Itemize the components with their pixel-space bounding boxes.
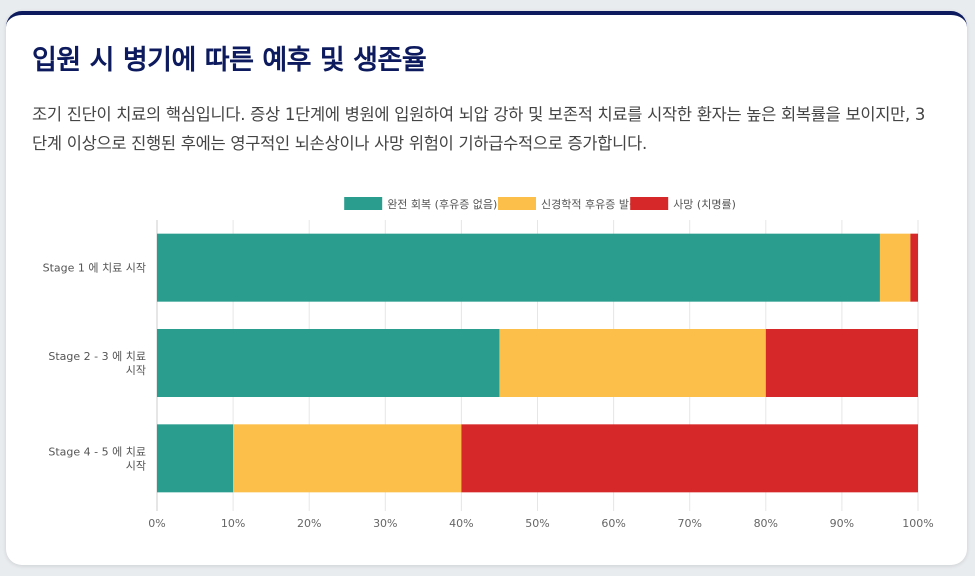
x-tick-label: 0% bbox=[148, 517, 165, 530]
x-tick-label: 100% bbox=[902, 517, 933, 530]
x-tick-label: 70% bbox=[677, 517, 701, 530]
bar-segment bbox=[157, 329, 499, 397]
legend-label: 신경학적 후유증 발생 bbox=[541, 198, 639, 211]
bar-segment bbox=[910, 234, 918, 302]
legend-label: 사망 (치명률) bbox=[673, 198, 736, 211]
stacked-bar-chart: 0% 10% 20% 30% 40% 50% 60% 70% 80% 90% 100% Stage 1… bbox=[0, 0, 975, 576]
legend-label: 완전 회복 (후유증 없음) bbox=[387, 198, 497, 211]
x-tick-label: 90% bbox=[830, 517, 854, 530]
x-tick-label: 80% bbox=[754, 517, 778, 530]
x-tick-label: 10% bbox=[221, 517, 245, 530]
x-tick-label: 50% bbox=[525, 517, 549, 530]
x-tick-label: 60% bbox=[601, 517, 625, 530]
bar-segment bbox=[880, 234, 910, 302]
bar-segment bbox=[157, 234, 880, 302]
legend-swatch bbox=[498, 197, 536, 210]
category-label: Stage 2 - 3 에 치료 bbox=[48, 350, 146, 363]
x-tick-label: 40% bbox=[449, 517, 473, 530]
legend-swatch bbox=[344, 197, 382, 210]
bar-segment bbox=[766, 329, 918, 397]
category-label: 시작 bbox=[126, 364, 146, 377]
x-tick-label: 30% bbox=[373, 517, 397, 530]
bar-segment bbox=[233, 424, 461, 492]
x-tick-label: 20% bbox=[297, 517, 321, 530]
bar-segment bbox=[499, 329, 765, 397]
bar-segment bbox=[157, 424, 233, 492]
bar-segment bbox=[461, 424, 918, 492]
category-label: 시작 bbox=[126, 459, 146, 472]
legend-swatch bbox=[630, 197, 668, 210]
category-label: Stage 1 에 치료 시작 bbox=[43, 262, 146, 275]
category-label: Stage 4 - 5 에 치료 bbox=[48, 445, 146, 458]
